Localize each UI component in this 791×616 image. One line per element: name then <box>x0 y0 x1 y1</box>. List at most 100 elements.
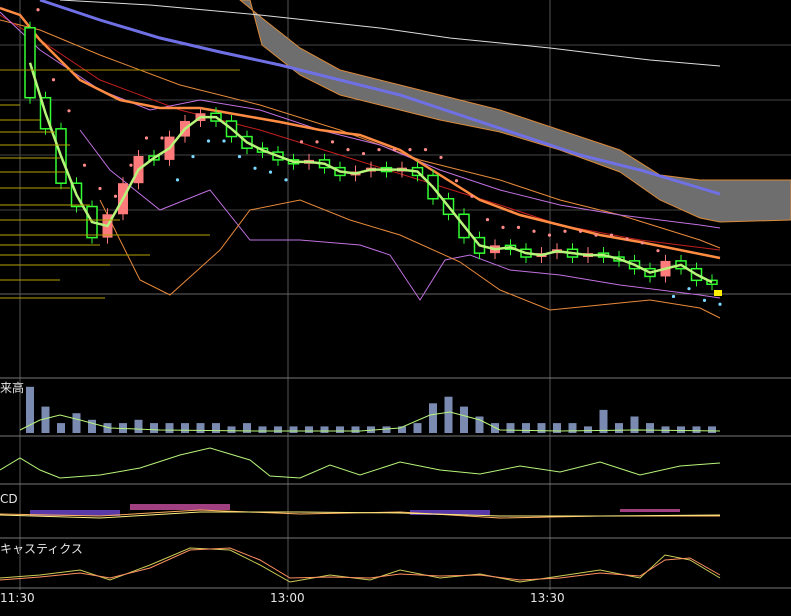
volume-bar <box>196 423 205 433</box>
sar-dot <box>129 163 133 167</box>
macd-signal-line <box>0 511 721 519</box>
sar-dot <box>377 148 381 152</box>
parabolic-sar <box>36 8 722 306</box>
volume-bar <box>630 416 639 433</box>
volume-bar <box>227 426 236 433</box>
volume-bar <box>26 386 34 433</box>
volume-bar <box>677 426 685 433</box>
sar-dot <box>268 170 273 174</box>
envelope-line-lower-orange <box>99 199 721 319</box>
volume-bar <box>88 419 96 433</box>
volume-bar <box>506 423 515 433</box>
volume-bar <box>553 423 561 433</box>
sar-dot <box>284 178 288 182</box>
volume-panel-label: 来高 <box>0 380 24 395</box>
sar-dot <box>82 163 87 167</box>
volume-bar <box>444 396 453 433</box>
sar-dot <box>299 140 304 144</box>
volume-ma-line <box>19 411 721 432</box>
volume-bar <box>615 423 623 433</box>
volume-bar <box>522 423 530 433</box>
oscillator-line <box>0 447 721 479</box>
sar-dot <box>501 225 505 229</box>
volume-bar <box>165 423 174 433</box>
stochastic-d-line <box>0 547 721 581</box>
volume-bar <box>584 426 592 433</box>
envelope-line-red <box>0 14 721 251</box>
volume-bar <box>460 406 468 433</box>
volume-bars <box>26 386 716 433</box>
x-tick-1300: 13:00 <box>270 591 305 605</box>
sar-dot <box>485 218 490 222</box>
ma-short-line <box>28 62 713 284</box>
sar-dot <box>454 179 459 183</box>
sar-dot <box>361 151 366 156</box>
macd-hist-neg <box>30 510 120 516</box>
volume-bar <box>305 426 313 433</box>
sar-dot <box>330 140 335 144</box>
volume-bar <box>243 423 251 433</box>
sar-dot <box>718 302 722 306</box>
ma-mid-line <box>0 6 721 260</box>
x-tick-1330: 13:30 <box>530 591 565 605</box>
volume-bar <box>351 426 360 433</box>
volume-bar <box>134 419 143 433</box>
volume-bar <box>336 426 344 433</box>
sar-dot <box>144 136 149 140</box>
sar-dot <box>516 225 521 229</box>
volume-bar <box>413 423 422 433</box>
last-price-marker <box>714 290 722 296</box>
sar-dot <box>175 178 180 182</box>
volume-bar <box>72 413 81 433</box>
sar-dot <box>640 241 645 245</box>
volume-bar <box>692 426 701 433</box>
ichimoku-cloud <box>239 0 791 223</box>
sar-dot <box>671 294 676 299</box>
sar-dot <box>702 298 707 302</box>
sar-dot <box>36 8 40 12</box>
volume-bar <box>103 423 112 433</box>
ma-long-line <box>39 0 721 196</box>
sar-dot <box>191 154 195 159</box>
sar-dot <box>578 229 583 233</box>
volume-bar <box>289 426 298 433</box>
sar-dot <box>113 194 118 198</box>
volume-bar <box>212 423 220 433</box>
stochastics-panel <box>0 547 721 583</box>
volume-bar <box>599 409 608 433</box>
sar-dot <box>67 109 71 113</box>
volume-bar <box>150 423 158 433</box>
volume-bar <box>708 426 716 433</box>
sar-dot <box>253 166 257 170</box>
sar-dot <box>423 148 428 152</box>
sar-dot <box>237 154 242 159</box>
sar-dot <box>206 139 211 143</box>
sar-dot <box>392 148 397 152</box>
oscillator-panel <box>0 447 721 479</box>
sar-dot <box>687 287 691 291</box>
volume-bar <box>661 426 670 433</box>
sar-dot <box>160 136 164 140</box>
volume-bar <box>181 423 189 433</box>
sar-dot <box>51 78 56 82</box>
sar-dot <box>532 229 536 233</box>
volume-bar <box>258 426 267 433</box>
stochastics-panel-label: キャスティクス <box>0 542 83 556</box>
macd-hist-pos <box>620 509 680 512</box>
volume-bar <box>382 426 391 433</box>
macd-hist-neg <box>410 510 490 515</box>
x-tick-1130: 11:30 <box>0 591 35 605</box>
macd-panel <box>0 504 721 519</box>
bollinger-upper <box>0 11 721 229</box>
sar-dot <box>609 233 614 237</box>
volume-bar <box>320 426 329 433</box>
sar-dot <box>594 233 598 237</box>
stochastic-k-line <box>0 547 721 583</box>
volume-bar <box>57 423 65 433</box>
sar-dot <box>222 139 226 143</box>
candle <box>706 279 718 285</box>
volume-bar <box>568 423 577 433</box>
sar-dot <box>346 148 350 152</box>
volume-bar <box>41 406 50 433</box>
